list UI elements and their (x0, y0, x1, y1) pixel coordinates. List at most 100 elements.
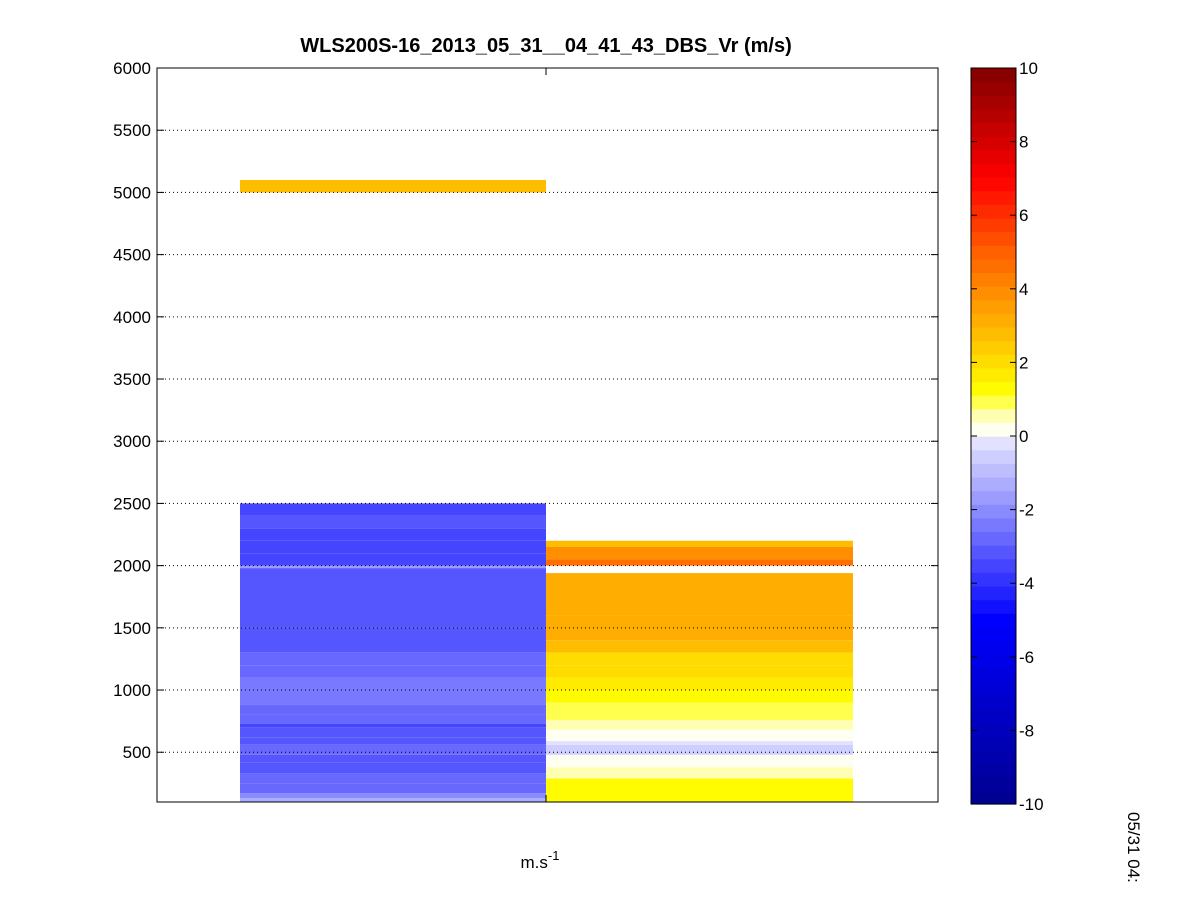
colorbar-band-15 (971, 599, 1016, 614)
colorbar-band-13 (971, 626, 1016, 642)
x-axis-label-superscript: -1 (548, 848, 560, 863)
heatmap-cell-col2-2 (546, 778, 853, 793)
colorbar-tick-label--2: -2 (1019, 501, 1034, 520)
colorbar-band-3 (971, 763, 1016, 778)
colorbar-band-51 (971, 108, 1016, 124)
side-timestamp-label: 05/31 04: (1124, 812, 1143, 883)
heatmap-cell-col2-15 (546, 615, 853, 641)
colorbar-band-14 (971, 613, 1016, 628)
colorbar-band-29 (971, 408, 1016, 423)
colorbar-band-35 (971, 326, 1016, 342)
y-tick-label-3000: 3000 (113, 432, 151, 451)
heatmap-cell-col2-13 (546, 652, 853, 666)
heatmap-cell-col1-14 (240, 677, 546, 691)
heatmap-cell-col1-25 (240, 503, 546, 516)
y-tick-label-5000: 5000 (113, 183, 151, 202)
heatmap-cell-col1-21 (240, 553, 546, 566)
colorbar-band-36 (971, 313, 1016, 328)
colorbar-band-16 (971, 585, 1016, 601)
colorbar-tick-label-10: 10 (1019, 59, 1038, 78)
y-tick-label-4000: 4000 (113, 308, 151, 327)
heatmap-cell-col1-6 (240, 754, 546, 763)
heatmap-cell-col1-15 (240, 665, 546, 678)
colorbar-band-44 (971, 204, 1016, 219)
heatmap-cell-col2-7 (546, 729, 853, 742)
heatmap-cell-col2-16 (546, 590, 853, 616)
heatmap-cell-col1-24 (240, 515, 546, 529)
y-tick-label-5500: 5500 (113, 121, 151, 140)
colorbar-tick-label-8: 8 (1019, 133, 1028, 152)
heatmap-cell-col2-19 (546, 546, 853, 560)
colorbar-band-21 (971, 517, 1016, 533)
heatmap-cell-col1-5 (240, 762, 546, 774)
heatmap-cells (240, 179, 853, 802)
plot-area: 500 1000 1500 2000 2500 3000 3500 4000 4500 5000 5… (113, 59, 939, 803)
x-axis-label-main: m.s (521, 853, 548, 872)
colorbar-band-20 (971, 531, 1016, 546)
colorbar-band-30 (971, 395, 1016, 410)
colorbar-band-52 (971, 95, 1016, 110)
colorbar-band-49 (971, 136, 1016, 151)
chart-title: WLS200S-16_2013_05_31__04_41_43_DBS_Vr (… (300, 35, 791, 57)
colorbar-band-26 (971, 449, 1016, 464)
colorbar-tick-label-2: 2 (1019, 353, 1028, 372)
colorbar-ticks: -10 -8 -6 -4 -2 0 2 4 6 8 10 (971, 59, 1044, 814)
colorbar-band-19 (971, 545, 1016, 560)
colorbar-band-33 (971, 354, 1016, 369)
heatmap-cell-col1-23 (240, 528, 546, 541)
colorbar-band-11 (971, 654, 1016, 669)
colorbar-band-24 (971, 476, 1016, 492)
heatmap-cell-col2-3 (546, 767, 853, 779)
y-tick-label-4500: 4500 (113, 246, 151, 265)
colorbar-band-17 (971, 572, 1016, 587)
colorbar-band-18 (971, 558, 1016, 573)
heatmap-cell-col1-16 (240, 652, 546, 666)
heatmap-cell-col1-10 (240, 723, 546, 728)
colorbar-band-50 (971, 122, 1016, 137)
heatmap-cell-col2-11 (546, 677, 853, 691)
colorbar-band-42 (971, 231, 1016, 246)
colorbar-band-2 (971, 776, 1016, 791)
colorbar-band-27 (971, 436, 1016, 451)
heatmap-cell-col2-4 (546, 754, 853, 768)
heatmap-cell-col2-18 (546, 559, 853, 566)
colorbar-tick-label--10: -10 (1019, 795, 1044, 814)
heatmap-cell-col1-1 (240, 798, 546, 802)
colorbar-band-1 (971, 790, 1016, 805)
colorbar-band-25 (971, 463, 1016, 478)
colorbar-band-46 (971, 177, 1016, 192)
colorbar-band-41 (971, 245, 1016, 260)
heatmap-cell-col2-14 (546, 640, 853, 653)
heatmap-cell-col1-4 (240, 773, 546, 784)
y-tick-label-3500: 3500 (113, 370, 151, 389)
heatmap-cell-col2-1 (546, 792, 853, 802)
heatmap-cell-col2-8 (546, 719, 853, 730)
colorbar-band-7 (971, 708, 1016, 723)
colorbar-band-5 (971, 735, 1016, 751)
heatmap-cell-col1-22 (240, 540, 546, 554)
y-tick-label-1500: 1500 (113, 619, 151, 638)
colorbar-band-10 (971, 667, 1016, 682)
plot-frame (156, 67, 939, 803)
colorbar-band-53 (971, 81, 1016, 96)
y-tick-label-1000: 1000 (113, 681, 151, 700)
heatmap-cell-col1-18 (240, 590, 546, 628)
colorbar-band-37 (971, 299, 1016, 314)
colorbar-band-6 (971, 722, 1016, 737)
x-axis-label: m.s-1 (521, 848, 560, 872)
heatmap-cell-col2-9 (546, 702, 853, 720)
colorbar-band-4 (971, 749, 1016, 764)
heatmap-cell-col1-26 (240, 179, 546, 193)
heatmap-cell-col1-7 (240, 744, 546, 755)
heatmap-cell-col1-20 (240, 565, 546, 569)
colorbar-tick-label-6: 6 (1019, 206, 1028, 225)
colorbar-tick-label--4: -4 (1019, 574, 1034, 593)
colorbar-band-38 (971, 286, 1016, 301)
heatmap-cell-col1-19 (240, 568, 546, 591)
heatmap-cell-col1-11 (240, 714, 546, 724)
y-axis-ticks: 500 1000 1500 2000 2500 3000 3500 4000 4500 5000 5… (113, 59, 938, 802)
heatmap-cell-col1-12 (240, 704, 546, 715)
heatmap-cell-col2-17 (546, 573, 853, 591)
colorbar-tick-label--8: -8 (1019, 721, 1034, 740)
colorbar-band-48 (971, 149, 1016, 165)
